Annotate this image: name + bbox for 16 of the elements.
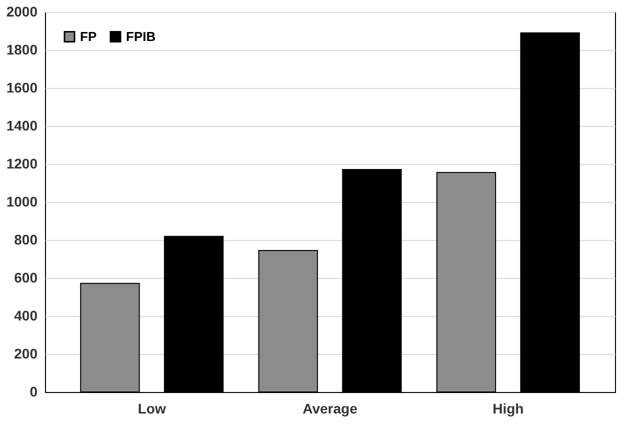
y-tick-label: 1800: [6, 42, 38, 58]
y-tick-label: 1400: [6, 118, 38, 134]
x-tick-label: Average: [302, 400, 358, 416]
y-tick-label: 1600: [6, 80, 38, 96]
y-tick-label: 1200: [6, 156, 38, 172]
y-tick-label: 600: [14, 270, 38, 286]
x-tick-label: High: [492, 400, 524, 416]
y-tick-label: 200: [14, 346, 38, 362]
y-tick-label: 800: [14, 232, 38, 248]
y-tick-label: 2000: [6, 4, 38, 20]
y-tick-label: 0: [30, 384, 38, 400]
y-tick-label: 400: [14, 308, 38, 324]
y-tick-label: 1000: [6, 194, 38, 210]
legend-label: FP: [80, 28, 97, 44]
x-tick-label: Low: [138, 400, 166, 416]
legend-label: FPIB: [126, 28, 156, 44]
